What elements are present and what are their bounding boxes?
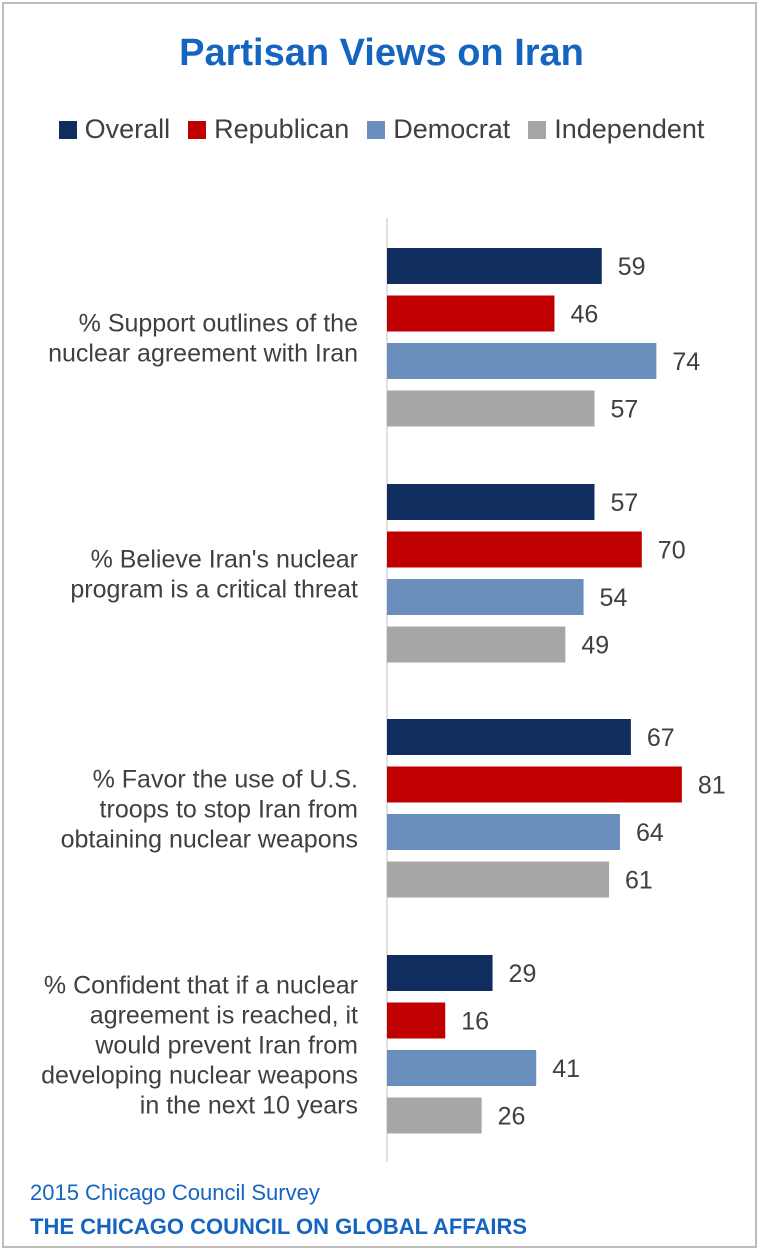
legend-label-overall: Overall: [84, 114, 171, 144]
legend-item-democrat: Democrat: [367, 114, 510, 145]
category-label-line: program is a critical threat: [70, 575, 358, 603]
category-label: % Believe Iran's nuclear program is a cri…: [70, 545, 358, 603]
bar-independent: [387, 861, 610, 898]
data-label: 61: [625, 867, 653, 895]
bar-overall: [387, 484, 595, 520]
bar-republican: [387, 295, 555, 332]
organization-name: THE CHICAGO COUNCIL ON GLOBAL AFFAIRS: [30, 1214, 528, 1239]
bar-republican: [387, 766, 682, 803]
data-label: 57: [610, 489, 638, 517]
chart-title: Partisan Views on Iran: [179, 32, 584, 74]
bar-republican: [387, 1002, 446, 1039]
data-label: 46: [570, 301, 598, 329]
category-label-line: developing nuclear weapons: [41, 1061, 358, 1089]
legend-swatch-overall: [58, 120, 77, 139]
bar-overall: [387, 248, 602, 284]
category-label-line: would prevent Iran from: [94, 1031, 358, 1059]
category-label-line: % Support outlines of the: [79, 309, 358, 337]
legend-swatch-republican: [188, 120, 207, 139]
bar-overall: [387, 955, 493, 991]
legend-item-republican: Republican: [188, 114, 349, 145]
legend-label-independent: Independent: [554, 114, 705, 144]
bar-independent: [387, 1097, 482, 1134]
category-label-line: % Confident that if a nuclear: [44, 971, 358, 999]
legend-swatch-independent: [528, 120, 547, 139]
category-label-line: nuclear agreement with Iran: [48, 339, 358, 367]
legend-item-independent: Independent: [528, 114, 704, 145]
data-label: 26: [498, 1103, 526, 1131]
bar-democrat: [387, 814, 620, 850]
legend-swatch-democrat: [367, 120, 386, 139]
data-label: 81: [698, 772, 726, 800]
category-label: % Favor the use of U.S. troops to stop Ir…: [61, 765, 358, 853]
bar-democrat: [387, 579, 584, 615]
data-label: 64: [636, 819, 664, 847]
data-label: 16: [461, 1008, 489, 1036]
data-label: 67: [647, 724, 675, 752]
data-label: 74: [672, 348, 700, 376]
bar-independent: [387, 390, 595, 427]
legend-label-republican: Republican: [214, 114, 350, 144]
data-label: 57: [610, 396, 638, 424]
bar-democrat: [387, 1050, 537, 1086]
source-note: 2015 Chicago Council Survey: [30, 1180, 320, 1205]
category-label: % Confident that if a nuclear agreement i…: [41, 971, 358, 1119]
legend-item-overall: Overall: [58, 114, 171, 145]
category-label-line: % Believe Iran's nuclear: [91, 545, 358, 573]
category-label-line: troops to stop Iran from: [100, 795, 358, 823]
data-label: 49: [581, 632, 609, 660]
category-label: % Support outlines of the nuclear agreeme…: [48, 309, 358, 367]
bar-overall: [387, 719, 631, 755]
category-label-line: agreement is reached, it: [90, 1001, 358, 1029]
data-label: 59: [618, 253, 646, 281]
bar-republican: [387, 531, 642, 568]
bar-independent: [387, 626, 566, 663]
legend: Overall Republican Democrat Independent: [0, 114, 763, 145]
category-label-line: in the next 10 years: [140, 1091, 358, 1119]
legend-label-democrat: Democrat: [393, 114, 511, 144]
data-label: 41: [552, 1055, 580, 1083]
category-label-line: obtaining nuclear weapons: [61, 825, 358, 853]
data-label: 29: [509, 960, 537, 988]
bar-democrat: [387, 343, 657, 379]
category-label-line: % Favor the use of U.S.: [93, 765, 358, 793]
data-label: 54: [600, 584, 628, 612]
data-label: 70: [658, 537, 686, 565]
